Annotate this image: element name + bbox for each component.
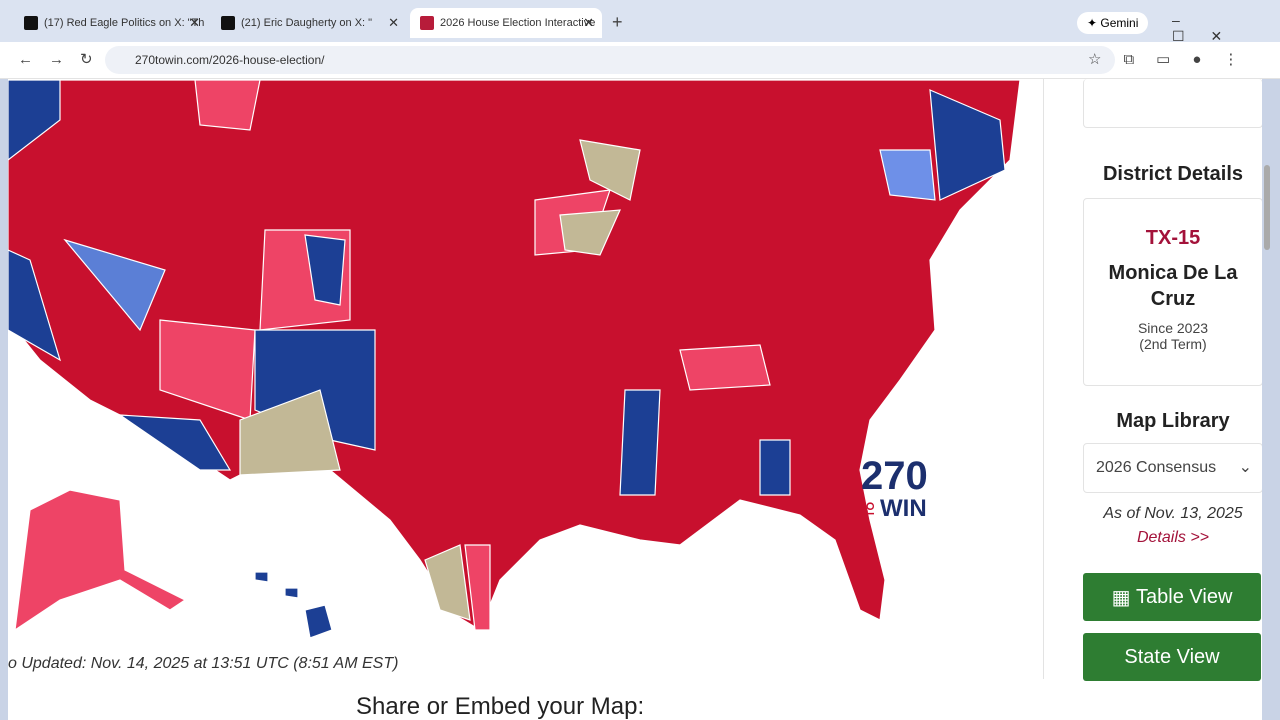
tab-title: (17) Red Eagle Politics on X: "Th bbox=[44, 17, 205, 29]
toolbar-icons[interactable]: ☆⧉▭●⋮ bbox=[1088, 51, 1261, 68]
district-heading: District Details bbox=[1102, 163, 1244, 185]
tab-bar: (17) Red Eagle Politics on X: "Th ✕ (21) … bbox=[0, 0, 1280, 44]
district-safe-d[interactable] bbox=[929, 89, 1006, 201]
tab[interactable]: 2026 House Election Interactive ✕ bbox=[410, 8, 602, 38]
tab-title: 2026 House Election Interactive bbox=[440, 17, 596, 29]
nav-buttons[interactable]: ←→↻ bbox=[18, 51, 109, 68]
gemini-label: Gemini bbox=[1100, 16, 1139, 30]
gemini-button[interactable]: ✦ Gemini bbox=[1077, 12, 1149, 34]
divider bbox=[1043, 79, 1044, 679]
select-value: 2026 Consensus bbox=[1096, 459, 1217, 476]
district-lean[interactable] bbox=[679, 344, 771, 391]
district-id: TX-15 bbox=[1145, 227, 1201, 249]
logo-win: WIN bbox=[880, 495, 927, 522]
url: 270towin.com/2026-house-election/ bbox=[135, 53, 325, 67]
logo-to: TO bbox=[865, 501, 877, 517]
district-likely-d[interactable] bbox=[879, 149, 936, 201]
district-safe-d[interactable] bbox=[117, 414, 232, 471]
member-term: (2nd Term) bbox=[1139, 336, 1207, 352]
toolbar: ←→↻ 270towin.com/2026-house-election/ ☆⧉… bbox=[0, 42, 1280, 79]
tab[interactable]: (17) Red Eagle Politics on X: "Th ✕ bbox=[14, 8, 208, 38]
button-label: State View bbox=[1124, 645, 1220, 668]
card bbox=[1083, 79, 1262, 128]
address-bar[interactable]: 270towin.com/2026-house-election/ bbox=[105, 46, 1115, 74]
hawaii[interactable] bbox=[284, 587, 299, 599]
district-lean[interactable] bbox=[464, 544, 491, 631]
member-since: Since 2023 bbox=[1137, 320, 1209, 336]
district-safe-d[interactable] bbox=[759, 439, 791, 496]
district-tossup[interactable] bbox=[239, 389, 341, 476]
district-safe-d[interactable] bbox=[619, 389, 661, 496]
tab[interactable]: (21) Eric Daugherty on X: " ✕ bbox=[211, 8, 407, 38]
sidebar: District Details TX-15 Monica De La Cruz… bbox=[1083, 79, 1262, 681]
as-of: As of Nov. 13, 2025 bbox=[1103, 505, 1243, 522]
web-content: 270 TO WIN o Updated: Nov. 14, 2025 at 1… bbox=[8, 79, 1262, 720]
library-heading: Map Library bbox=[1116, 410, 1230, 432]
election-map: 270 TO WIN bbox=[8, 79, 1021, 639]
library-select[interactable]: 2026 Consensus ⌄ bbox=[1083, 443, 1262, 493]
district-likely-d[interactable] bbox=[63, 238, 166, 332]
state-view-button[interactable]: State View bbox=[1083, 633, 1261, 681]
new-tab[interactable]: + bbox=[612, 12, 623, 32]
district-tossup[interactable] bbox=[424, 544, 471, 621]
district-safe-d[interactable] bbox=[8, 79, 61, 161]
tab-title: (21) Eric Daugherty on X: " bbox=[241, 17, 373, 29]
button-label: Table View bbox=[1136, 585, 1233, 608]
table-view-button[interactable]: ▦ Table View bbox=[1083, 573, 1261, 621]
updated-note: o Updated: Nov. 14, 2025 at 13:51 UTC (8… bbox=[8, 655, 399, 672]
hawaii[interactable] bbox=[304, 604, 333, 639]
share-heading: Share or Embed your Map: bbox=[356, 693, 645, 720]
district-card: TX-15 Monica De La Cruz Since 2023 (2nd … bbox=[1083, 198, 1262, 386]
district-tossup[interactable] bbox=[559, 209, 621, 256]
hawaii[interactable] bbox=[254, 571, 269, 583]
window-controls[interactable]: –☐✕ bbox=[1172, 12, 1249, 44]
district-safe-d[interactable] bbox=[8, 249, 62, 362]
district-safe-d[interactable] bbox=[304, 234, 346, 306]
logo-number: 270 bbox=[861, 454, 928, 498]
member-name: Monica De La Cruz bbox=[1108, 262, 1238, 310]
details-link[interactable]: Details >> bbox=[1136, 529, 1210, 546]
district-lean[interactable] bbox=[194, 79, 261, 131]
scrollbar-thumb[interactable] bbox=[1264, 165, 1270, 250]
district-tossup[interactable] bbox=[579, 139, 641, 201]
alaska[interactable] bbox=[14, 489, 187, 632]
